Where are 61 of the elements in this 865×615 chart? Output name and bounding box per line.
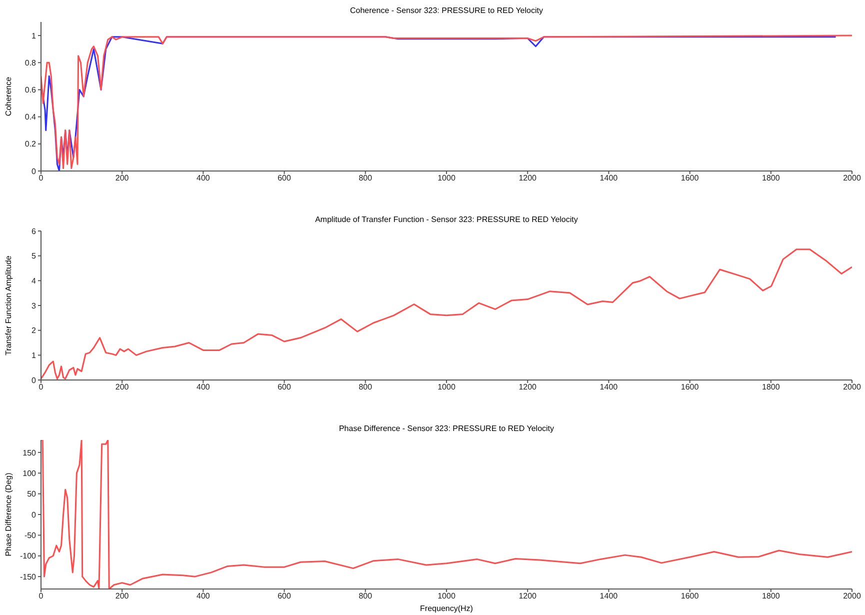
x-tick-label: 1200 xyxy=(518,382,538,392)
y-axis-title: Transfer Function Amplitude xyxy=(4,255,13,356)
x-tick-label: 600 xyxy=(278,382,292,392)
x-tick-label: 1400 xyxy=(600,174,618,183)
x-tick-label: 2000 xyxy=(843,592,862,601)
x-tick-label: 1200 xyxy=(518,174,538,183)
x-tick-label: 400 xyxy=(196,174,210,183)
x-tick-label: 1000 xyxy=(438,382,456,392)
x-tick-label: 1800 xyxy=(762,174,780,183)
x-tick-label: 1600 xyxy=(680,174,700,183)
y-tick-label: 1 xyxy=(32,31,37,40)
x-tick-label: 600 xyxy=(278,174,292,183)
x-tick-label: 200 xyxy=(115,382,130,392)
y-tick-label: 3 xyxy=(32,301,37,310)
y-tick-label: 0.8 xyxy=(24,58,37,68)
y-tick-label: 5 xyxy=(32,252,37,261)
y-tick-label: -100 xyxy=(20,552,37,561)
x-tick-label: 1800 xyxy=(762,592,780,601)
x-tick-label: 1600 xyxy=(680,592,700,601)
x-tick-label: 1400 xyxy=(600,382,618,392)
chart-title: Amplitude of Transfer Function - Sensor 323: PRESSURE to RED Yelocity xyxy=(314,215,579,224)
x-tick-label: 1600 xyxy=(680,382,700,392)
x-tick-label: 2000 xyxy=(843,382,862,392)
x-tick-label: 1800 xyxy=(762,382,780,392)
x-tick-label: 800 xyxy=(358,382,373,392)
y-tick-label: 0.4 xyxy=(24,112,37,122)
y-axis-title: Phase Difference (Deg) xyxy=(4,472,13,556)
x-tick-label: 800 xyxy=(358,592,373,601)
y-tick-label: 50 xyxy=(27,490,37,499)
x-tick-label: 2000 xyxy=(843,174,862,183)
y-tick-label: 0 xyxy=(32,376,37,385)
y-tick-label: 100 xyxy=(22,468,37,478)
y-tick-label: 4 xyxy=(32,276,37,286)
y-tick-label: 0 xyxy=(32,166,37,176)
x-tick-label: 0 xyxy=(38,174,44,183)
y-axis-title: Coherence xyxy=(4,76,13,116)
x-tick-label: 400 xyxy=(196,382,210,392)
line-series xyxy=(41,440,852,589)
y-tick-label: 0 xyxy=(32,510,37,520)
chart-title: Phase Difference - Sensor 323: PRESSURE to RED Yelocity xyxy=(338,424,556,433)
x-tick-label: 800 xyxy=(358,174,373,183)
y-tick-label: 150 xyxy=(22,448,37,458)
y-tick-label: 0.2 xyxy=(24,140,37,149)
x-tick-label: 1400 xyxy=(600,592,618,601)
x-tick-label: 0 xyxy=(38,382,44,392)
y-tick-label: 6 xyxy=(32,226,37,236)
chart-title: Coherence - Sensor 323: PRESSURE to RED Yelocity xyxy=(349,6,544,15)
x-tick-label: 1200 xyxy=(518,592,538,601)
y-tick-label: 0.6 xyxy=(24,86,37,95)
x-tick-label: 200 xyxy=(115,174,130,183)
x-tick-label: 1000 xyxy=(438,592,456,601)
y-tick-label: -50 xyxy=(24,531,37,540)
x-tick-label: 1000 xyxy=(438,174,456,183)
x-tick-label: 0 xyxy=(38,592,44,601)
x-tick-label: 200 xyxy=(115,592,130,601)
y-tick-label: 1 xyxy=(32,351,37,360)
x-tick-label: 600 xyxy=(278,592,292,601)
x-axis-title: Frequency(Hz) xyxy=(420,604,474,613)
y-tick-label: -150 xyxy=(20,572,37,582)
x-tick-label: 400 xyxy=(196,592,210,601)
y-tick-label: 2 xyxy=(32,326,37,336)
